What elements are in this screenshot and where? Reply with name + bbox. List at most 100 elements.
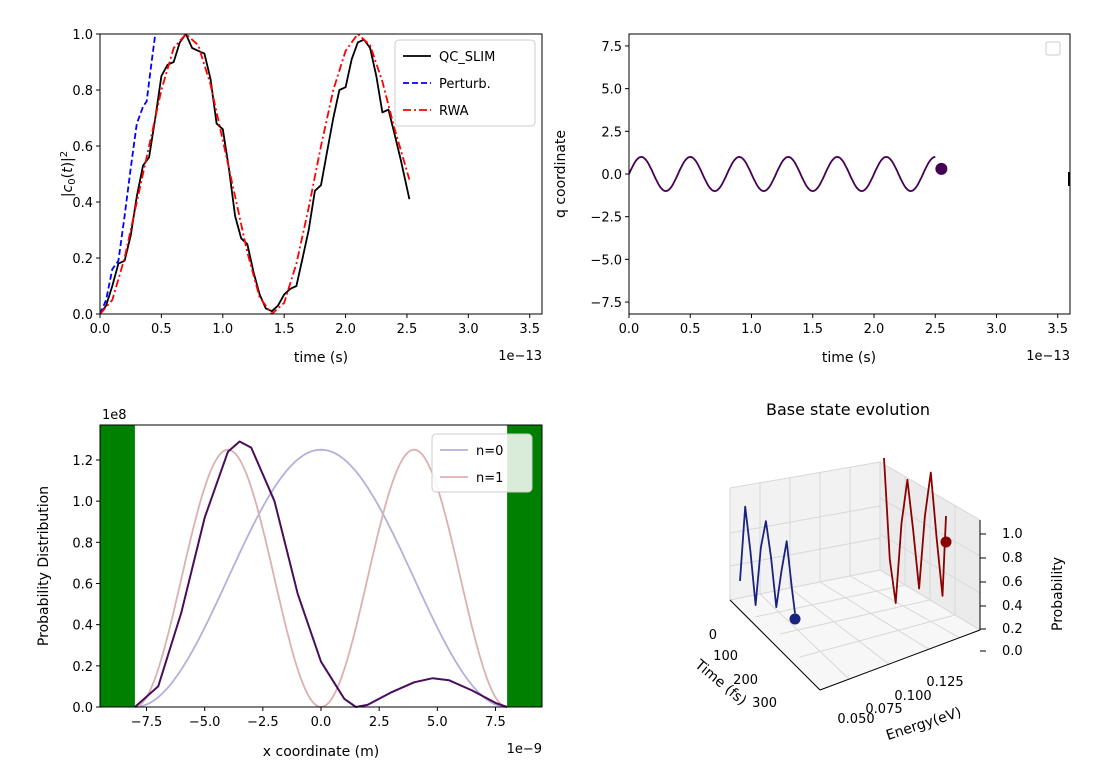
x-tick-label: 2.0: [864, 322, 885, 337]
p1-legend-box: [394, 39, 536, 127]
p4-time-tick-label: 300: [752, 696, 777, 711]
p2-xlabel: time (s): [822, 350, 876, 366]
p4-time-tick-label: 0: [709, 628, 717, 643]
x-tick-label: −5.0: [189, 715, 221, 730]
y-tick-label: 7.5: [601, 40, 622, 55]
x-tick-label: 2.5: [369, 715, 390, 730]
p3-ylabel: Probability Distribution: [36, 486, 52, 646]
x-tick-label: 5.0: [427, 715, 448, 730]
p2-legend-box-empty: [1045, 41, 1061, 56]
p4-grid-line: [799, 614, 956, 658]
panel-probability-distribution: −7.5 −5.0 −2.5 0.0 2.5 5.0 7.5 0.0 0.2 0.4 0.6 0.8 1…: [36, 408, 543, 760]
x-tick-label: 3.5: [1047, 322, 1068, 337]
p4-prob-tick-label: 0.4: [1002, 599, 1023, 614]
p3-x-offset-text: 1e−9: [507, 742, 542, 757]
y-tick-label: −2.5: [590, 211, 622, 226]
y-tick-label: 0.8: [72, 84, 93, 99]
x-tick-label: −2.5: [247, 715, 279, 730]
legend-label-n0: n=0: [476, 444, 503, 459]
p2-tick-layer: 0.0 0.5 1.0 1.5 2.0 2.5 3.0 3.5 7.5 5.0 2.5 0.0 −2.5…: [590, 40, 1068, 337]
y-tick-label: −7.5: [590, 296, 622, 311]
p4-energy-tick-label: 0.100: [894, 689, 931, 704]
p3-xlabel: x coordinate (m): [263, 744, 379, 760]
y-tick-label: 1.0: [72, 28, 93, 43]
p4-title: Base state evolution: [766, 400, 930, 419]
p4-energy-tick-label: 0.125: [926, 675, 963, 690]
series-line-1: [100, 34, 157, 314]
p4-prob-tick-label: 0.8: [1002, 551, 1023, 566]
x-tick-label: 2.0: [335, 322, 356, 337]
p4-energy-tick-label: 0.050: [837, 712, 874, 727]
potential-wall-0: [100, 425, 135, 707]
y-tick-label: 0.6: [72, 577, 93, 592]
p1-x-offset-text: 1e−13: [498, 349, 542, 364]
y-tick-label: 1.2: [72, 454, 93, 469]
p4-grid-line: [759, 593, 851, 681]
p3-tick-layer: −7.5 −5.0 −2.5 0.0 2.5 5.0 7.5 0.0 0.2 0.4 0.6 0.8 1…: [72, 454, 506, 730]
panel-amplitude: 0.0 0.5 1.0 1.5 2.0 2.5 3.0 3.5 0.0 0.2 0.4 0.6 0.8 1…: [59, 28, 543, 366]
p4-grid-line: [819, 581, 931, 651]
legend-label-perturb: Perturb.: [439, 77, 491, 92]
p2-x-offset-text: 1e−13: [1026, 349, 1070, 364]
y-tick-label: 0.6: [72, 140, 93, 155]
y-tick-label: 2.5: [601, 125, 622, 140]
x-tick-label: 3.5: [519, 322, 540, 337]
p2-data-layer: [628, 156, 948, 192]
x-tick-label: 7.5: [485, 715, 506, 730]
prob-3d-series-1: [883, 457, 947, 604]
x-tick-label: 1.0: [212, 322, 233, 337]
p4-grid-line: [849, 575, 961, 639]
y-tick-label: 0.8: [72, 536, 93, 551]
p1-legend: QC_SLIM Perturb. RWA: [394, 39, 536, 127]
y-tick-label: 1.0: [72, 495, 93, 510]
y-tick-label: 0.0: [72, 308, 93, 323]
p1-data-layer: [100, 34, 411, 314]
p4-grid-line: [754, 584, 906, 618]
prob-3d-series-0: [739, 505, 796, 614]
x-tick-label: 3.0: [986, 322, 1007, 337]
prob-series-line-2: [134, 440, 508, 708]
p4-zlabel: Probability: [1050, 557, 1066, 631]
state-marker-0: [789, 613, 801, 625]
series-line-2: [100, 34, 411, 314]
x-tick-label: 0.5: [680, 322, 701, 337]
q-current-point: [935, 162, 948, 175]
p4-grid-line: [729, 505, 881, 534]
p4-prob-tick-label: 0.0: [1002, 644, 1023, 659]
x-tick-label: −7.5: [131, 715, 163, 730]
legend-label-qc-slim: QC_SLIM: [439, 50, 495, 65]
y-tick-label: 0.4: [72, 196, 93, 211]
p1-ylabel: |c0(t)|2: [59, 151, 78, 197]
p3-y-offset-text: 1e8: [102, 408, 127, 423]
p4-prob-tick-label: 0.6: [1002, 575, 1023, 590]
p1-axes-frame: [99, 33, 543, 315]
p1-xlabel: time (s): [294, 350, 348, 366]
legend-label-rwa: RWA: [439, 104, 469, 119]
x-tick-label: 0.0: [311, 715, 332, 730]
y-tick-label: 0.0: [601, 168, 622, 183]
p4-grid-line: [729, 537, 881, 567]
y-tick-label: −5.0: [590, 253, 622, 268]
x-tick-label: 0.0: [619, 322, 640, 337]
p4-grid-line: [779, 599, 931, 635]
p4-prob-tick-label: 0.2: [1002, 622, 1023, 637]
legend-label-n1: n=1: [476, 471, 503, 486]
x-tick-label: 1.5: [802, 322, 823, 337]
p4-grid-line: [789, 587, 891, 666]
x-tick-label: 1.0: [741, 322, 762, 337]
p4-grid-line: [879, 533, 981, 594]
y-tick-label: 0.2: [72, 252, 93, 267]
x-tick-label: 0.0: [90, 322, 111, 337]
p4-time-tick-label: 100: [713, 649, 738, 664]
x-tick-label: 2.5: [925, 322, 946, 337]
p2-ylabel: q coordinate: [553, 130, 569, 218]
y-tick-label: 0.0: [72, 701, 93, 716]
p4-data-layer: [739, 457, 952, 625]
y-tick-label: 0.4: [72, 619, 93, 634]
p4-time-axis: [729, 599, 821, 691]
x-tick-label: 1.5: [274, 322, 295, 337]
state-marker-1: [940, 536, 952, 548]
x-tick-label: 0.5: [151, 322, 172, 337]
